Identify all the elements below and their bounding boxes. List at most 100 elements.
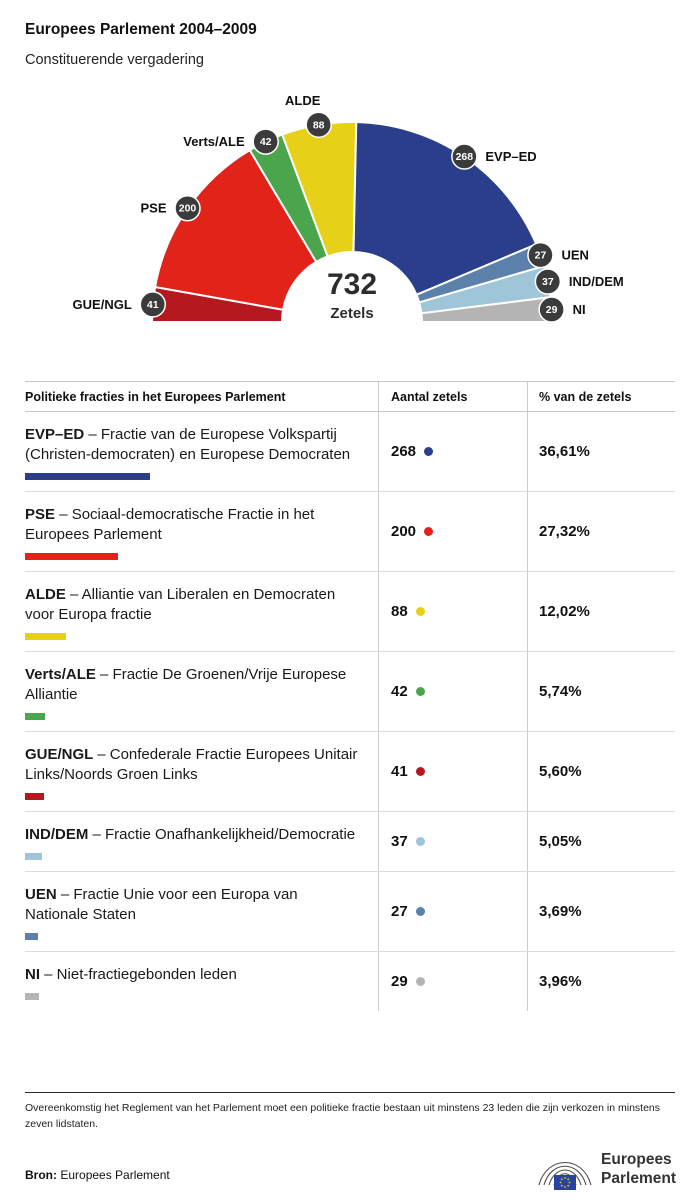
segment-label-GUE/NGL: GUE/NGL [73, 297, 132, 312]
fractions-table: Politieke fracties in het Europees Parle… [25, 381, 675, 1011]
party-color-dot [415, 607, 425, 616]
footnote: Overeenkomstig het Reglement van het Par… [25, 1102, 661, 1130]
logo-text-line1: Europees [601, 1151, 672, 1168]
party-description: EVP–ED – Fractie van de Europese Volkspa… [25, 426, 351, 463]
table-header-seats: Aantal zetels [378, 382, 527, 411]
party-color-dot [415, 977, 425, 986]
table-row: GUE/NGL – Confederale Fractie Europees U… [25, 731, 675, 811]
total-seats-value: 732 [327, 268, 377, 301]
seat-count-badge-UEN [527, 241, 554, 269]
seat-count-badge-IND/DEM [534, 268, 562, 295]
party-share-bar [25, 473, 150, 480]
party-share-bar [25, 553, 119, 560]
party-description: IND/DEM – Fractie Onafhankelijkheid/Demo… [25, 826, 356, 843]
seats-value: 268 [391, 443, 417, 460]
party-abbreviation: NI [25, 966, 45, 983]
party-abbreviation: UEN [25, 886, 61, 903]
party-color-dot [415, 907, 425, 916]
seats-percentage: 12,02% [539, 603, 590, 620]
segment-label-UEN: UEN [561, 248, 588, 263]
party-share-bar [25, 933, 38, 940]
table-row: ALDE – Alliantie van Liberalen en Democr… [25, 571, 675, 651]
eu-flag [554, 1175, 577, 1190]
seat-count-badge-value-Verts/ALE: 42 [260, 136, 272, 148]
page-title: Europees Parlement 2004–2009 [25, 21, 257, 38]
party-color-dot [415, 837, 425, 846]
party-description: GUE/NGL – Confederale Fractie Europees U… [25, 746, 358, 783]
table-row: PSE – Sociaal-democratische Fractie in h… [25, 491, 675, 571]
seat-count-badge-value-EVP–ED: 268 [456, 151, 474, 163]
footer-divider [25, 1092, 675, 1093]
seats-value: 27 [391, 903, 408, 920]
eu-flag-stars [559, 1177, 571, 1188]
seats-percentage: 36,61% [539, 443, 590, 460]
source-label: Bron: [25, 1168, 57, 1182]
seats-value: 29 [391, 973, 408, 990]
hemicycle-chart: 732 Zetels 41 GUE/NGL 200 PSE 42 Verts/ALE 88 A… [73, 93, 624, 323]
seat-count-badge-value-UEN: 27 [535, 250, 547, 262]
ep-hemicycle-logo-icon [538, 1161, 592, 1190]
party-color-dot [415, 767, 425, 776]
party-abbreviation: ALDE [25, 586, 70, 603]
segment-label-ALDE: ALDE [285, 93, 321, 108]
seats-value: 88 [391, 603, 408, 620]
party-abbreviation: IND/DEM [25, 826, 93, 843]
party-color-dot [424, 447, 434, 456]
page-subtitle: Constituerende vergadering [25, 52, 204, 68]
seats-percentage: 27,32% [539, 523, 590, 540]
table-header-percentage: % van de zetels [527, 382, 675, 411]
party-share-bar [25, 853, 43, 860]
seat-count-badge-value-GUE/NGL: 41 [147, 299, 159, 311]
seats-value: 41 [391, 763, 408, 780]
source-value: Europees Parlement [60, 1168, 170, 1182]
party-description: UEN – Fractie Unie voor een Europa van N… [25, 886, 298, 923]
seat-count-badge-GUE/NGL [139, 291, 167, 318]
party-description: Verts/ALE – Fractie De Groenen/Vrije Eur… [25, 666, 347, 703]
party-abbreviation: PSE [25, 506, 60, 523]
seat-count-badge-value-IND/DEM: 37 [542, 276, 554, 288]
party-description: PSE – Sociaal-democratische Fractie in h… [25, 506, 315, 543]
party-color-dot [415, 687, 425, 696]
seat-count-badge-PSE [174, 194, 201, 222]
party-share-bar [25, 633, 66, 640]
party-abbreviation: GUE/NGL [25, 746, 98, 763]
segment-label-Verts/ALE: Verts/ALE [183, 134, 245, 149]
seat-count-badge-value-PSE: 200 [179, 203, 197, 215]
hemicycle-segment-EVP–ED [352, 121, 538, 297]
source-line: Bron: Europees Parlement [25, 1168, 170, 1182]
seats-percentage: 5,60% [539, 763, 582, 780]
logo-text-line2: Parlement [601, 1170, 676, 1187]
table-row: UEN – Fractie Unie voor een Europa van N… [25, 871, 675, 951]
party-share-bar [25, 713, 45, 720]
seats-percentage: 3,69% [539, 903, 582, 920]
table-body: EVP–ED – Fractie van de Europese Volkspa… [25, 412, 675, 1011]
segment-label-EVP–ED: EVP–ED [485, 149, 536, 164]
seat-count-badge-ALDE [305, 111, 332, 139]
seats-value: 42 [391, 683, 408, 700]
party-share-bar [25, 793, 45, 800]
segment-label-PSE: PSE [141, 201, 167, 216]
table-row: EVP–ED – Fractie van de Europese Volkspa… [25, 412, 675, 491]
party-color-dot [424, 527, 434, 536]
table-row: Verts/ALE – Fractie De Groenen/Vrije Eur… [25, 651, 675, 731]
party-share-bar [25, 993, 39, 1000]
seats-value: 37 [391, 833, 408, 850]
table-header-fractions: Politieke fracties in het Europees Parle… [25, 390, 286, 404]
segment-label-NI: NI [573, 302, 586, 317]
seat-count-badge-value-ALDE: 88 [313, 119, 325, 131]
table-row: IND/DEM – Fractie Onafhankelijkheid/Demo… [25, 811, 675, 871]
european-parliament-logo: Europees Parlement [537, 1146, 676, 1192]
table-row: NI – Niet-fractiegebonden leden 29 3,96% [25, 951, 675, 1011]
seat-count-badge-Verts/ALE [252, 128, 279, 155]
seats-percentage: 3,96% [539, 973, 582, 990]
party-description: NI – Niet-fractiegebonden leden [25, 966, 237, 983]
party-description: ALDE – Alliantie van Liberalen en Democr… [25, 586, 336, 623]
seats-value: 200 [391, 523, 417, 540]
seats-percentage: 5,05% [539, 833, 582, 850]
table-header-row: Politieke fracties in het Europees Parle… [25, 381, 675, 412]
segment-label-IND/DEM: IND/DEM [569, 274, 624, 289]
seat-count-badge-value-NI: 29 [546, 304, 558, 316]
seat-count-badge-NI [538, 296, 565, 323]
party-abbreviation: Verts/ALE [25, 666, 101, 683]
